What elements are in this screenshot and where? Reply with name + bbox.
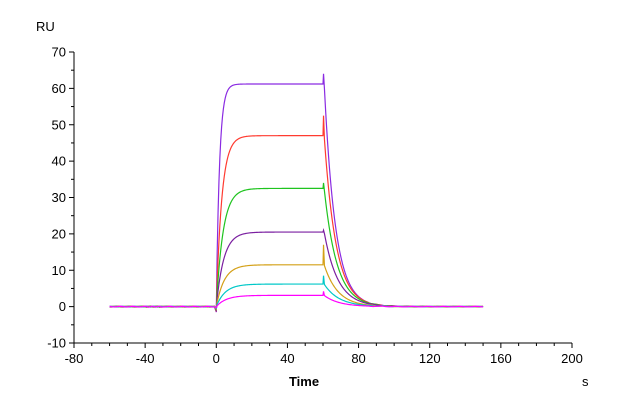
x-tick-label: -80 xyxy=(65,351,84,366)
x-tick-label: 200 xyxy=(561,351,583,366)
y-tick-label: 0 xyxy=(59,299,66,314)
x-ticks: -80 -40 0 40 80 120 160 200 xyxy=(65,343,583,366)
axes xyxy=(73,52,572,344)
x-tick-label: 0 xyxy=(213,351,220,366)
y-tick-label: 10 xyxy=(52,263,66,278)
series-line xyxy=(109,275,484,310)
x-axis-title: Time xyxy=(289,374,319,389)
x-tick-label: 120 xyxy=(419,351,441,366)
x-tick-label: -40 xyxy=(136,351,155,366)
x-tick-label: 160 xyxy=(490,351,512,366)
series-line xyxy=(109,228,484,313)
series-line xyxy=(109,182,484,311)
y-tick-label: 50 xyxy=(52,117,66,132)
series-line xyxy=(109,115,484,312)
series-line xyxy=(109,73,484,313)
x-tick-label: 80 xyxy=(351,351,365,366)
y-tick-label: 30 xyxy=(52,190,66,205)
y-tick-label: 20 xyxy=(52,226,66,241)
y-tick-label: 60 xyxy=(52,81,66,96)
series-line xyxy=(109,244,484,311)
y-tick-label: -10 xyxy=(47,336,66,351)
series-line xyxy=(109,291,484,309)
x-axis-unit: s xyxy=(582,374,589,389)
y-axis-title: RU xyxy=(36,19,55,34)
x-tick-label: 40 xyxy=(280,351,294,366)
y-tick-label: 40 xyxy=(52,154,66,169)
y-tick-label: 70 xyxy=(52,45,66,60)
y-ticks: -10 0 10 20 30 40 50 60 70 xyxy=(47,45,74,351)
series-group xyxy=(109,73,484,313)
